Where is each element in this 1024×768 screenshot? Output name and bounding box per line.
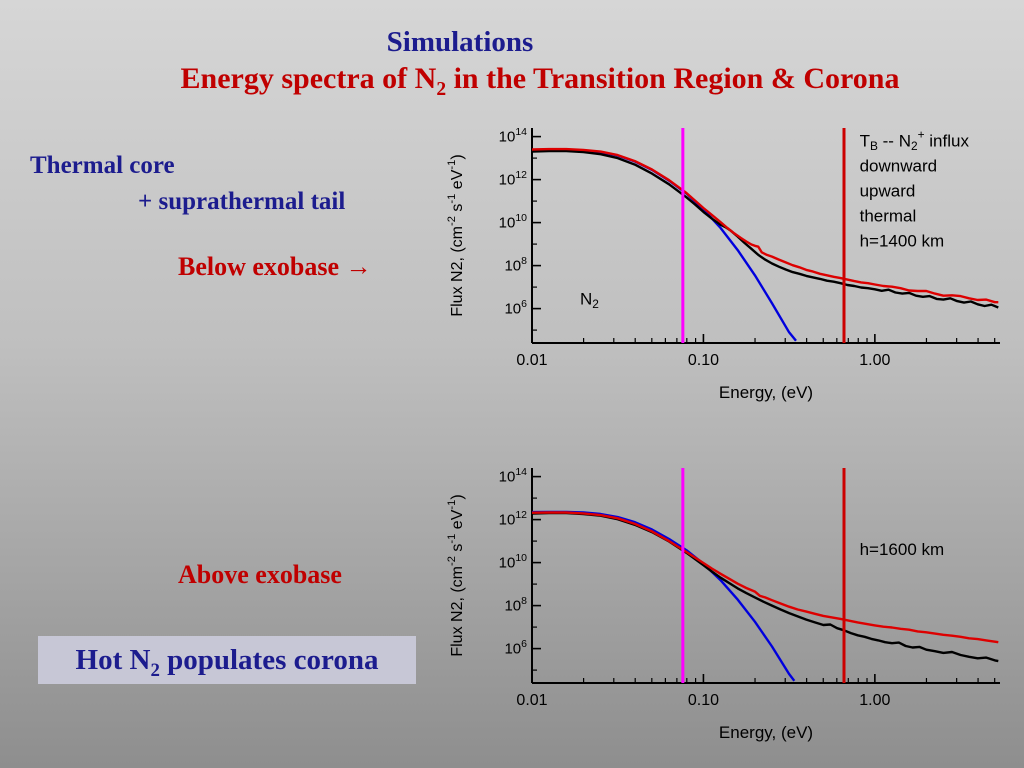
- page-subtitle: Energy spectra of N2 in the Transition R…: [180, 62, 900, 100]
- svg-text:1012: 1012: [499, 509, 528, 529]
- svg-text:TB -- N2+ influx: TB -- N2+ influx: [860, 128, 970, 153]
- label-thermal-core: Thermal core: [30, 152, 175, 179]
- svg-text:h=1600 km: h=1600 km: [860, 540, 945, 559]
- svg-text:downward: downward: [860, 156, 938, 175]
- svg-text:108: 108: [504, 595, 527, 615]
- label-above-exobase: Above exobase: [178, 560, 342, 589]
- svg-text:108: 108: [504, 255, 527, 275]
- label-suprathermal-tail: + suprathermal tail: [138, 188, 346, 215]
- svg-text:1.00: 1.00: [859, 352, 890, 369]
- svg-text:1014: 1014: [499, 466, 528, 486]
- svg-text:h=1400 km: h=1400 km: [860, 231, 945, 250]
- svg-text:Flux N2, (cm-2 s-1 eV-1): Flux N2, (cm-2 s-1 eV-1): [446, 494, 466, 656]
- svg-text:0.01: 0.01: [516, 352, 547, 369]
- page-title: Simulations: [386, 26, 534, 58]
- svg-text:1010: 1010: [499, 212, 528, 232]
- chart-h1400km-canvas: 0.01 0.10 1.00 106 108 1010 1012 1014 N2 TB -- N2…: [446, 126, 1000, 402]
- svg-text:N2: N2: [580, 289, 599, 311]
- chart-h1400km: 0.01 0.10 1.00 106 108 1010 1012 1014 N2 TB -- N2…: [440, 118, 1015, 413]
- svg-text:Energy, (eV): Energy, (eV): [719, 383, 813, 402]
- svg-text:Energy, (eV): Energy, (eV): [719, 723, 813, 742]
- svg-text:106: 106: [504, 298, 527, 318]
- svg-text:106: 106: [504, 638, 527, 658]
- svg-text:thermal: thermal: [860, 206, 917, 225]
- hot-n2-text: Hot N2 populates corona: [75, 644, 379, 681]
- chart-h1600km-canvas: 0.01 0.10 1.00 106 108 1010 1012 1014 h=1600 km E…: [446, 466, 1000, 742]
- chart-h1600km: 0.01 0.10 1.00 106 108 1010 1012 1014 h=1600 km E…: [440, 458, 1015, 753]
- svg-text:0.01: 0.01: [516, 692, 547, 709]
- svg-text:1014: 1014: [499, 126, 528, 146]
- svg-text:0.10: 0.10: [688, 692, 719, 709]
- svg-text:upward: upward: [860, 181, 916, 200]
- svg-text:1.00: 1.00: [859, 692, 890, 709]
- svg-text:1012: 1012: [499, 169, 528, 189]
- hot-n2-callout: Hot N2 populates corona: [38, 636, 416, 684]
- svg-text:1010: 1010: [499, 552, 528, 572]
- svg-text:Flux N2, (cm-2 s-1 eV-1): Flux N2, (cm-2 s-1 eV-1): [446, 154, 466, 316]
- svg-text:0.10: 0.10: [688, 352, 719, 369]
- label-below-exobase: Below exobase →: [178, 252, 372, 281]
